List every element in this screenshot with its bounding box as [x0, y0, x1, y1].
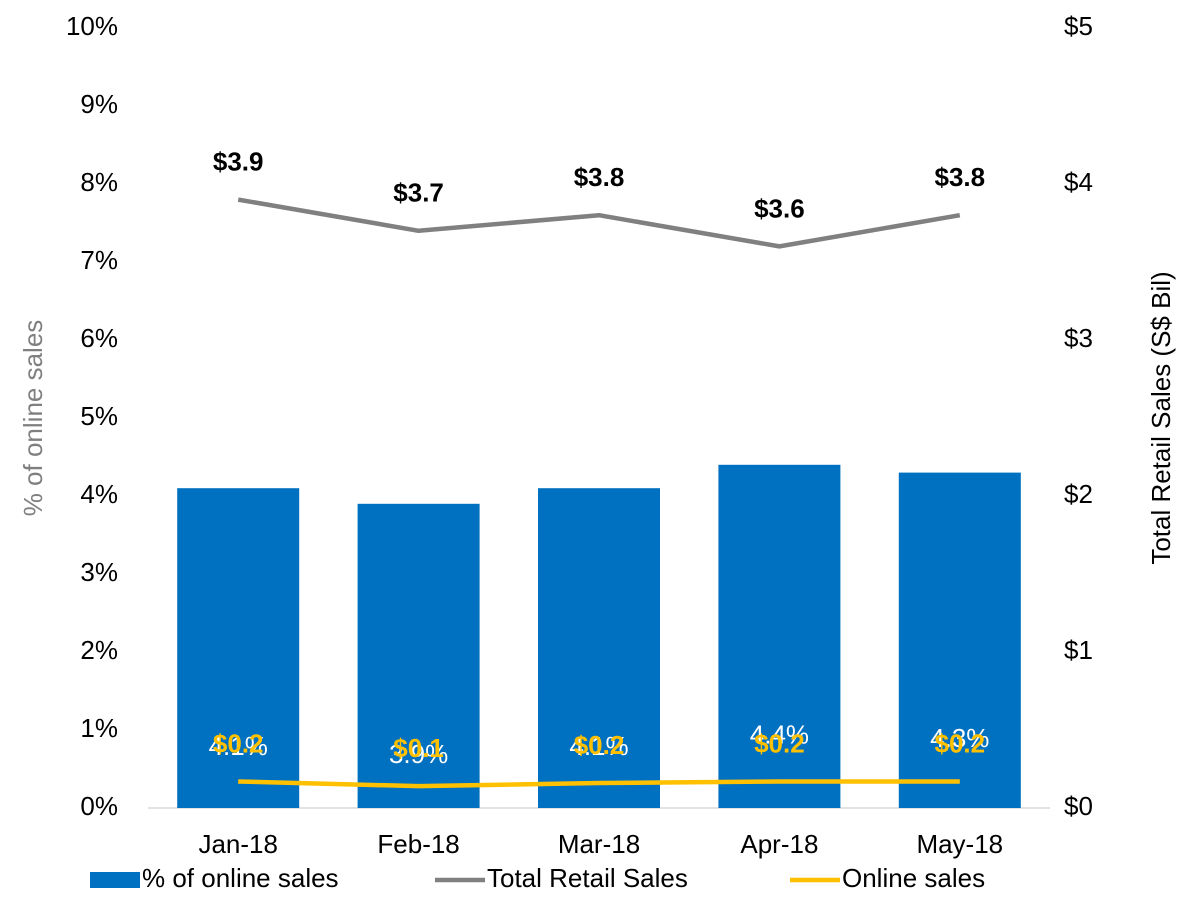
line-value-label: $0.2	[934, 728, 985, 758]
bar	[718, 464, 841, 808]
y-tick-label: 1%	[80, 713, 118, 743]
y-tick-label: 9%	[80, 89, 118, 119]
y2-tick-label: $4	[1064, 167, 1093, 197]
legend-label: % of online sales	[142, 863, 339, 893]
line-value-label: $0.2	[754, 728, 805, 758]
bar-value-label: 3.9%	[389, 739, 448, 769]
line-value-label: $3.8	[574, 162, 625, 192]
y-axis-label: % of online sales	[18, 320, 48, 517]
x-tick-label: Mar-18	[558, 829, 640, 859]
y2-axis-label: Total Retail Sales (S$ Bil)	[1146, 271, 1176, 564]
bar-value-label: 4.4%	[750, 719, 809, 749]
bar-value-label: 4.3%	[930, 723, 989, 753]
y-tick-label: 2%	[80, 635, 118, 665]
line-value-label: $3.6	[754, 193, 805, 223]
x-tick-label: Feb-18	[377, 829, 459, 859]
y-tick-label: 0%	[80, 791, 118, 821]
y-tick-label: 8%	[80, 167, 118, 197]
bar-value-label: 4.1%	[569, 731, 628, 761]
bar	[898, 472, 1021, 808]
y-tick-label: 10%	[66, 11, 118, 41]
bar-value-label: 4.1%	[209, 731, 268, 761]
line-value-label: $0.1	[393, 733, 444, 763]
y2-tick-label: $0	[1064, 791, 1093, 821]
bar	[538, 488, 660, 808]
y-tick-label: 5%	[80, 401, 118, 431]
line-value-label: $3.7	[393, 178, 444, 208]
y2-tick-label: $2	[1064, 479, 1093, 509]
line	[237, 197, 961, 249]
line-value-label: $0.2	[213, 728, 264, 758]
y-tick-label: 7%	[80, 245, 118, 275]
legend-swatch	[90, 872, 140, 888]
y2-tick-label: $3	[1064, 323, 1093, 353]
bar	[357, 503, 480, 808]
x-tick-label: Apr-18	[740, 829, 818, 859]
y2-tick-label: $1	[1064, 635, 1093, 665]
y-tick-label: 3%	[80, 557, 118, 587]
y2-tick-label: $5	[1064, 11, 1093, 41]
bar	[177, 488, 300, 808]
line-value-label: $3.9	[213, 146, 264, 176]
line-value-label: $0.2	[574, 730, 625, 760]
y-tick-label: 6%	[80, 323, 118, 353]
x-tick-label: May-18	[916, 829, 1003, 859]
legend-label: Total Retail Sales	[487, 863, 688, 893]
line	[238, 779, 960, 789]
y-tick-label: 4%	[80, 479, 118, 509]
legend-label: Online sales	[842, 863, 985, 893]
line-value-label: $3.8	[934, 162, 985, 192]
x-tick-label: Jan-18	[198, 829, 278, 859]
